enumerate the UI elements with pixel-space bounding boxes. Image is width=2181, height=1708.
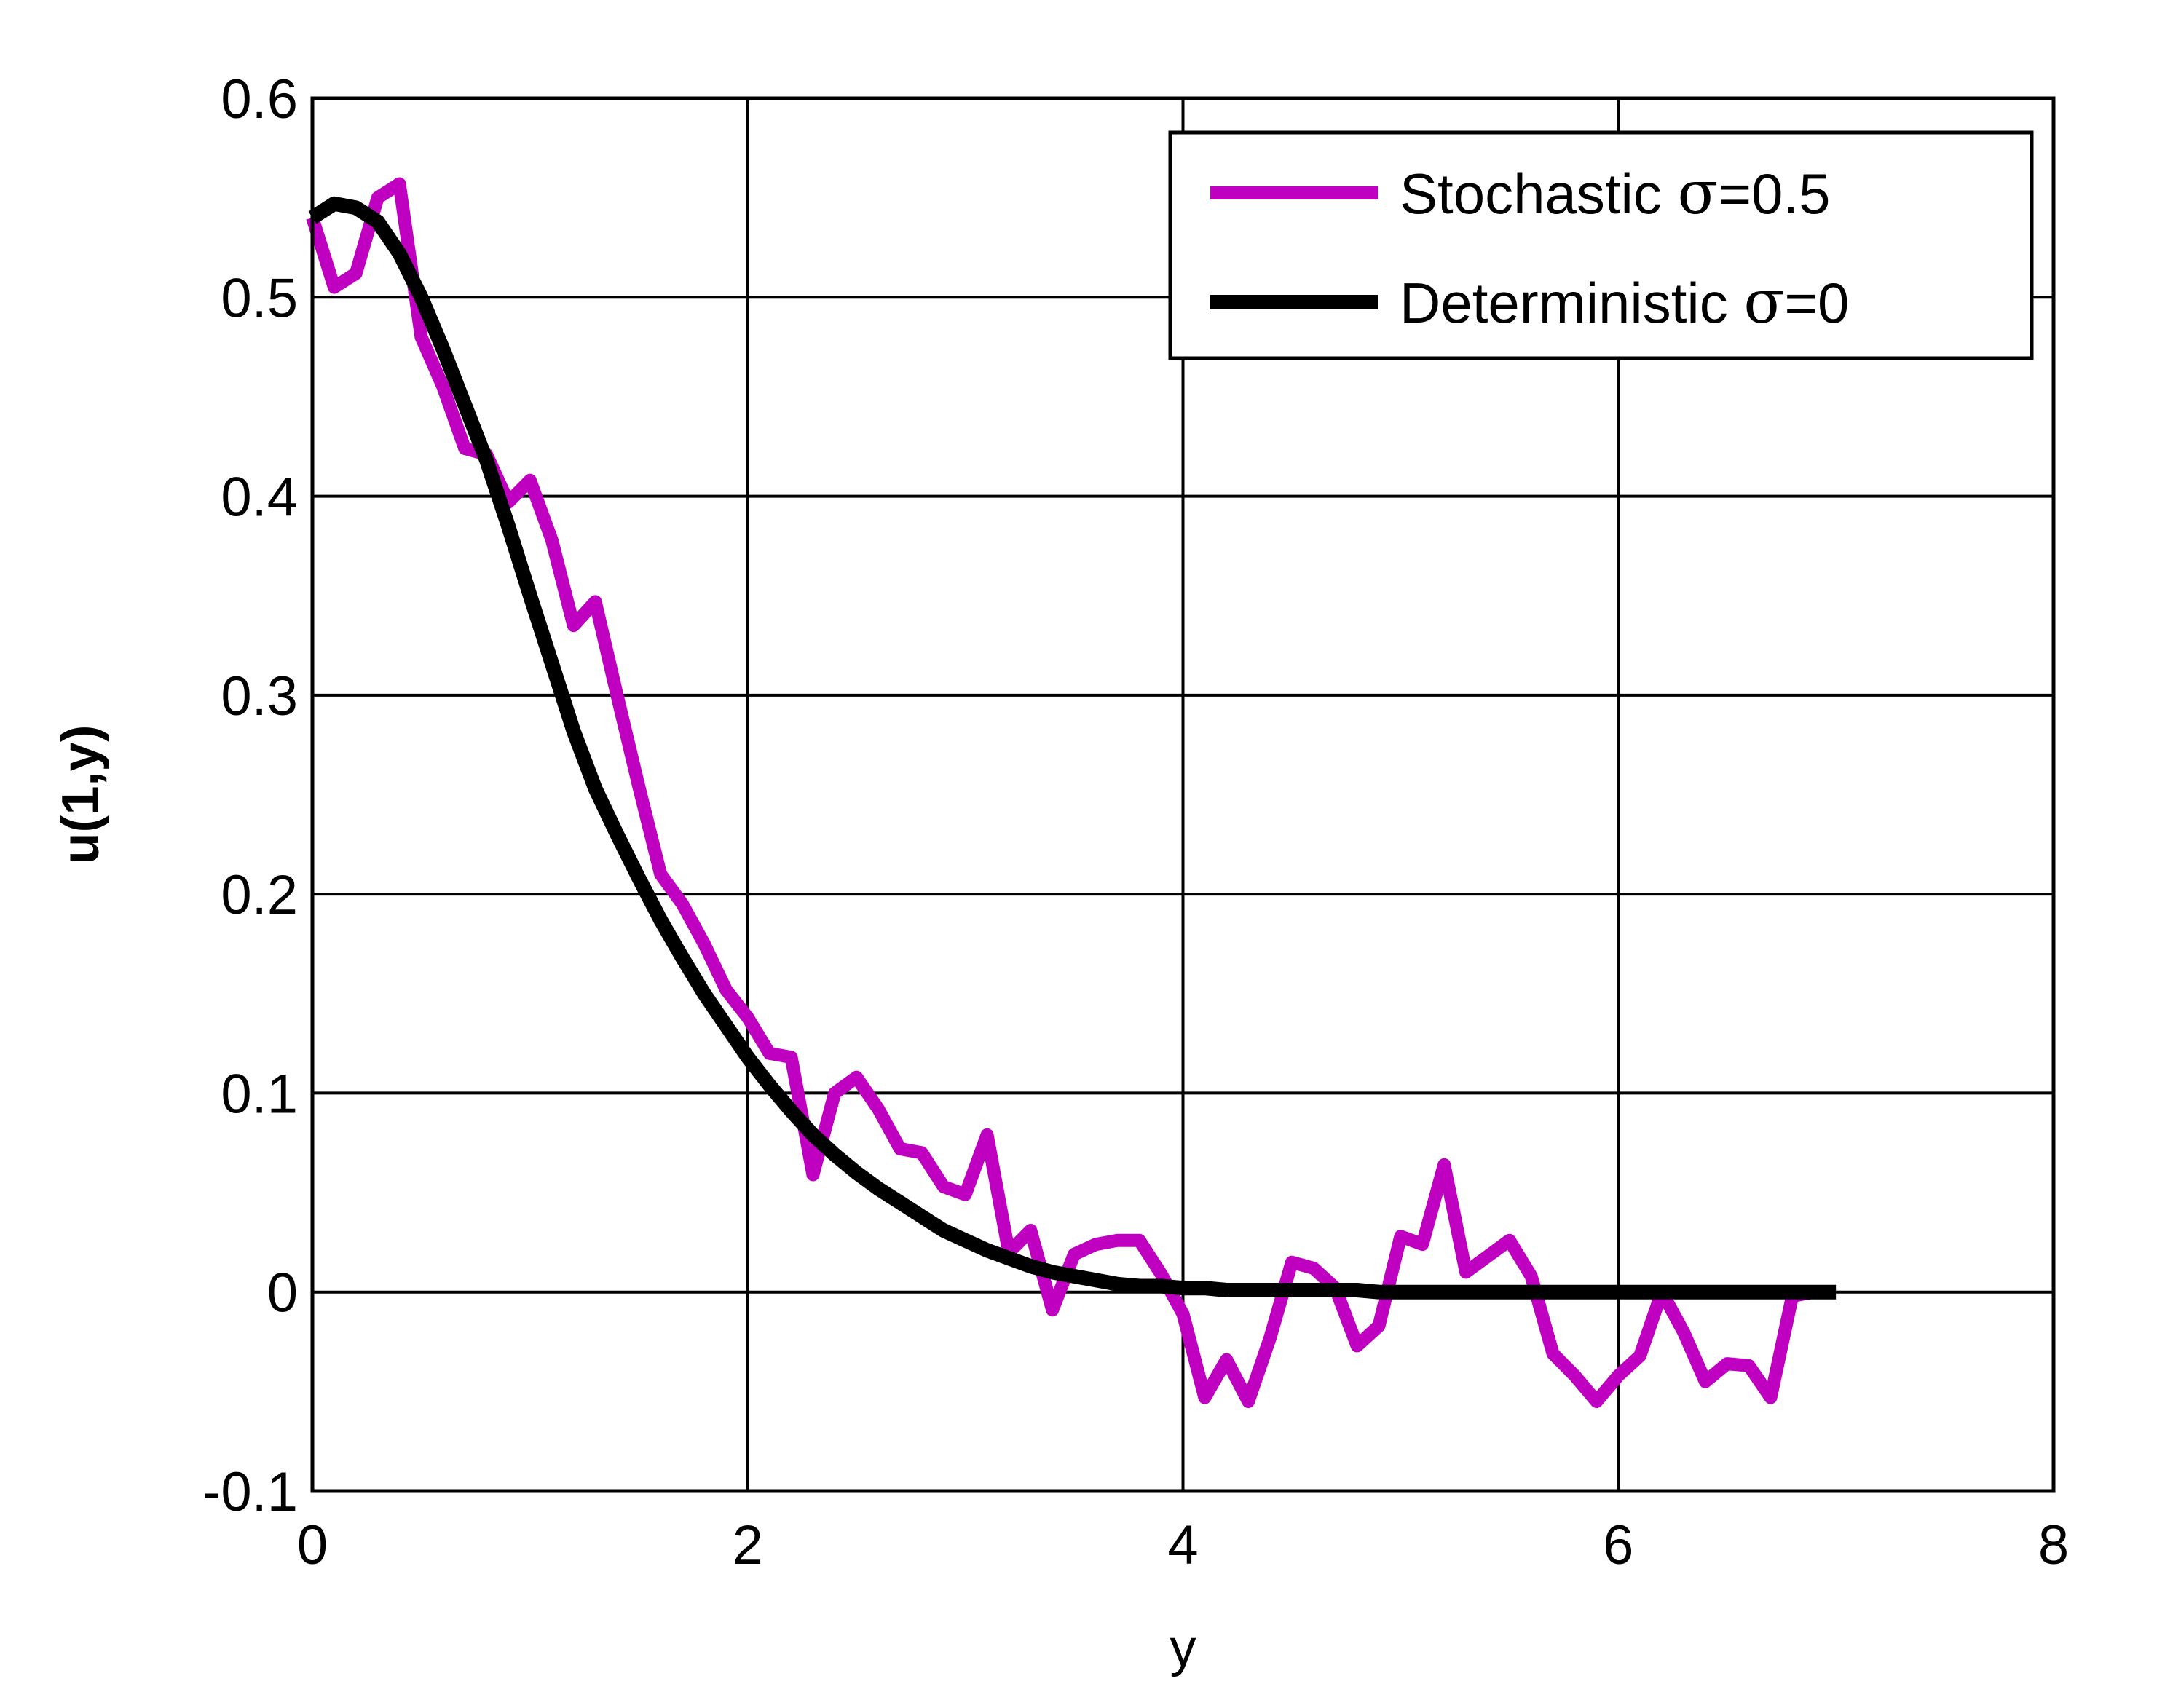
sigma-symbol: σ (1678, 159, 1719, 228)
legend-label-value: =0.5 (1719, 162, 1831, 226)
sigma-symbol: σ (1743, 268, 1784, 337)
y-tick-label: -0.1 (202, 1461, 298, 1523)
x-axis-tick-labels: 0 2 4 6 8 (297, 1514, 2069, 1576)
y-tick-label: 0.6 (221, 68, 298, 130)
y-tick-label: 0.5 (221, 267, 298, 329)
y-tick-label: 0.1 (221, 1063, 298, 1125)
x-tick-label: 2 (733, 1514, 763, 1576)
y-axis-tick-labels: -0.1 0 0.1 0.2 0.3 0.4 0.5 0.6 (202, 68, 298, 1523)
legend-box (1168, 130, 2034, 360)
series-layer (306, 177, 1837, 1408)
y-tick-label: 0.4 (221, 467, 298, 529)
legend-label-value: =0 (1784, 271, 1849, 335)
plot-frame (310, 96, 2056, 1493)
legend-label-text: Stochastic (1400, 162, 1678, 226)
series-line-stochastic (306, 177, 1837, 1408)
legend-label-stochastic: Stochastic σ=0.5 (1400, 159, 1830, 228)
x-tick-label: 4 (1167, 1514, 1198, 1576)
x-tick-label: 8 (2038, 1514, 2069, 1576)
x-tick-label: 6 (1603, 1514, 1633, 1576)
x-axis-label: y (1170, 1619, 1196, 1677)
legend-label-deterministic: Deterministic σ=0 (1400, 268, 1849, 337)
series-line-deterministic (308, 196, 1837, 1300)
y-tick-label: 0 (267, 1262, 298, 1324)
y-axis-label: u(1,y) (52, 724, 110, 864)
y-tick-label: 0.3 (221, 665, 298, 727)
y-tick-label: 0.2 (221, 864, 298, 926)
legend-label-text: Deterministic (1400, 271, 1743, 335)
x-tick-label: 0 (297, 1514, 328, 1576)
